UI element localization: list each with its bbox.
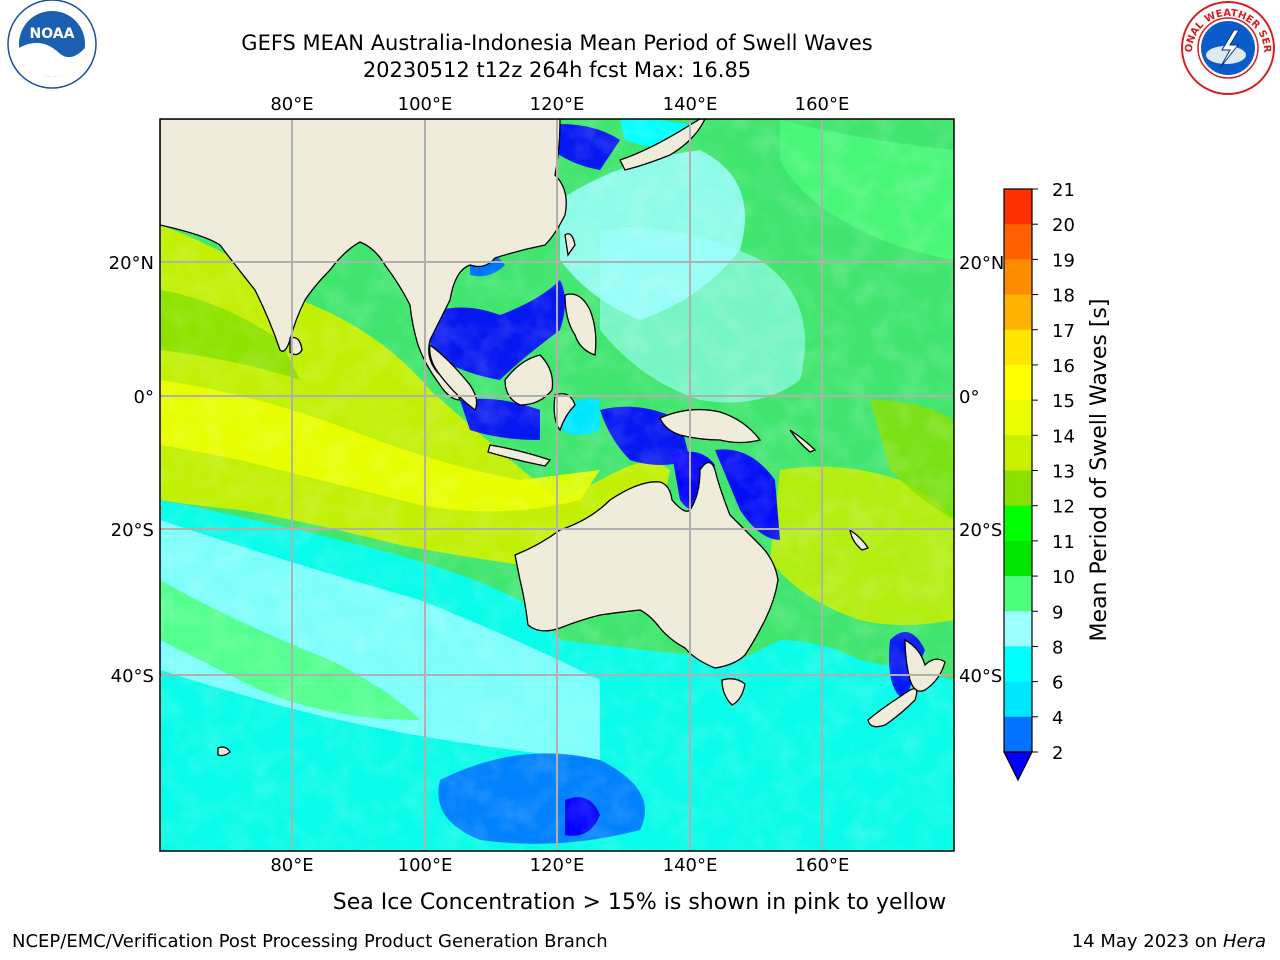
lon-tick-label-top: 160°E (795, 94, 850, 115)
new-caledonia-landmass (849, 528, 869, 551)
lon-tick-label-bottom: 160°E (795, 855, 850, 876)
latitude-labels-left: 20°N 0° 20°S 40°S (109, 253, 154, 687)
colorbar-tick-label: 20 (1052, 215, 1075, 236)
colorbar-swatch (1004, 364, 1032, 401)
colorbar-tick-label: 21 (1052, 180, 1075, 201)
kerguelen-island (217, 746, 231, 757)
colorbar-tick-label: 10 (1052, 567, 1075, 588)
colorbar-swatch (1004, 259, 1032, 296)
new-zealand-north-island (904, 638, 946, 692)
colorbar-tick-label: 8 (1052, 637, 1063, 658)
lat-tick-label-right: 40°S (959, 666, 1002, 687)
colorbar (1003, 188, 1033, 782)
australia-landmass (514, 461, 779, 669)
colorbar-tick-label: 15 (1052, 391, 1075, 412)
colorbar-swatch (1004, 681, 1032, 718)
colorbar-swatch (1004, 540, 1032, 577)
colorbar-swatch (1004, 294, 1032, 331)
colorbar-tick-label: 13 (1052, 462, 1075, 483)
nws-logo-icon: NATIONAL WEATHER SERVICE (1176, 0, 1275, 95)
colorbar-tick-label: 19 (1052, 250, 1075, 271)
lat-tick-label-right: 0° (959, 387, 979, 408)
new-guinea-landmass (659, 408, 762, 444)
noaa-logo-text: NOAA (30, 26, 75, 42)
colorbar-tick-label: 6 (1052, 673, 1063, 694)
colorbar-tick-label: 2 (1052, 743, 1063, 764)
colorbar-swatch (1004, 505, 1032, 542)
lon-tick-label-top: 100°E (398, 94, 453, 115)
colorbar-swatch (1004, 329, 1032, 366)
lon-tick-label-top: 80°E (270, 94, 313, 115)
chart-subtitle: 20230512 t12z 264h fcst Max: 16.85 (362, 58, 752, 82)
latitude-labels-right: 20°N 0° 20°S 40°S (959, 253, 1004, 687)
lat-tick-label-left: 0° (134, 387, 154, 408)
lat-tick-label-left: 20°S (111, 520, 154, 541)
colorbar-tick-label: 11 (1052, 532, 1075, 553)
colorbar-tick-label: 4 (1052, 708, 1063, 729)
colorbar-swatch (1004, 470, 1032, 507)
lat-tick-label-right: 20°N (959, 253, 1004, 274)
tasmania-landmass (721, 678, 746, 706)
colorbar-swatch (1004, 224, 1032, 260)
lon-tick-label-top: 140°E (663, 94, 718, 115)
borneo-landmass (504, 354, 554, 406)
lon-tick-label-bottom: 80°E (270, 855, 313, 876)
map-frame (159, 118, 955, 852)
longitude-labels-bottom: 80°E 100°E 120°E 140°E 160°E (270, 855, 849, 876)
longitude-labels-top: 80°E 100°E 120°E 140°E 160°E (270, 94, 849, 115)
colorbar-tick-labels: 21 20 19 18 17 16 15 14 13 12 11 10 9 8 6 4 2 (1032, 180, 1075, 764)
colorbar-swatch (1004, 189, 1032, 225)
lon-tick-label-top: 120°E (530, 94, 585, 115)
footer-date: 14 May 2023 on Hera (1072, 931, 1266, 952)
footer-credit: NCEP/EMC/Verification Post Processing Pr… (12, 931, 608, 952)
solomon-islands (789, 429, 817, 453)
colorbar-tick-label: 17 (1052, 321, 1075, 342)
colorbar-under-arrow (1003, 751, 1033, 782)
footer-machine-name: Hera (1222, 931, 1266, 952)
colorbar-swatch (1004, 400, 1032, 436)
sumatra-landmass (429, 343, 478, 411)
japan-landmass (619, 119, 706, 171)
philippines-landmass (564, 293, 597, 356)
lat-tick-label-right: 20°S (959, 520, 1002, 541)
land-masses (160, 119, 946, 757)
colorbar-swatch (1004, 611, 1032, 647)
noaa-logo-icon: NOAA (7, 0, 97, 89)
new-zealand-south-island (867, 688, 918, 728)
graticule (160, 119, 954, 851)
colorbar-tick-label: 18 (1052, 286, 1075, 307)
lat-tick-label-left: 20°N (109, 253, 154, 274)
sea-ice-caption: Sea Ice Concentration > 15% is shown in … (332, 890, 947, 915)
lon-tick-label-bottom: 140°E (663, 855, 718, 876)
footer-date-text: 14 May 2023 on (1071, 931, 1223, 952)
colorbar-swatch (1004, 716, 1032, 753)
lat-tick-label-left: 40°S (111, 666, 154, 687)
chart-title: GEFS MEAN Australia-Indonesia Mean Perio… (241, 31, 873, 55)
colorbar-label: Mean Period of Swell Waves [s] (1087, 299, 1112, 642)
colorbar-tick-label: 12 (1052, 497, 1075, 518)
colorbar-tick-label: 16 (1052, 356, 1075, 377)
colorbar-swatch (1004, 646, 1032, 683)
lon-tick-label-bottom: 120°E (530, 855, 585, 876)
colorbar-tick-label: 9 (1052, 602, 1063, 623)
java-landmass (487, 444, 552, 467)
colorbar-swatch (1004, 435, 1032, 471)
colorbar-swatch (1004, 576, 1032, 612)
lon-tick-label-bottom: 100°E (398, 855, 453, 876)
taiwan-landmass (564, 233, 576, 257)
colorbar-tick-label: 14 (1052, 426, 1075, 447)
